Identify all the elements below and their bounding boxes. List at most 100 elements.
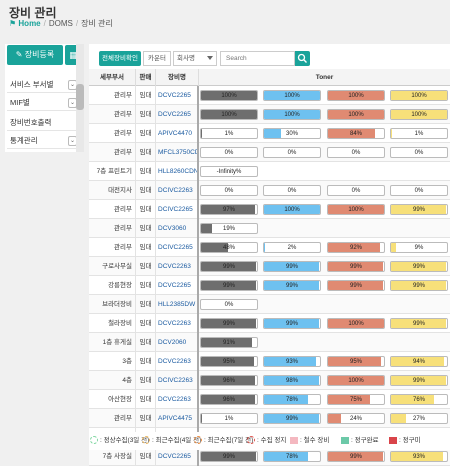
model-link[interactable]: DCVC2263 bbox=[156, 257, 199, 276]
col-model[interactable]: 장비명 bbox=[156, 69, 199, 86]
col-toner[interactable]: Toner bbox=[315, 74, 334, 81]
legend-item: : 최근수집(4일 전) bbox=[142, 432, 201, 450]
toner-fill bbox=[201, 205, 256, 214]
sidebar-item-service-dept[interactable]: 서비스 부서별 ⌄ bbox=[7, 77, 78, 93]
toner-value: 99% bbox=[285, 416, 298, 422]
toner-value: 1% bbox=[224, 416, 234, 422]
sidebar-item-statistics[interactable]: 통계관리 ⌄ bbox=[7, 133, 78, 149]
legend-swatch bbox=[389, 436, 397, 444]
toner-fill bbox=[328, 376, 384, 385]
toner-bar-magenta: 99% bbox=[327, 280, 385, 291]
model-link[interactable]: HLL2385DW bbox=[156, 295, 199, 314]
table-row[interactable]: 대전지사 임대 DCIVC2263 0% 0% 0% 0% bbox=[89, 181, 450, 200]
breadcrumb-home[interactable]: ⚑ Home bbox=[9, 19, 41, 28]
toner-fill bbox=[391, 376, 447, 385]
model-link[interactable]: DCVC2265 bbox=[156, 105, 199, 124]
model-link[interactable]: MFCL3750CDW bbox=[156, 143, 199, 162]
toner-value: 99% bbox=[412, 283, 425, 289]
rent-cell: 임대 bbox=[136, 219, 156, 238]
table-row[interactable]: 관리부임대MFCL3750CDW 0% 0% 0% 0% bbox=[89, 143, 450, 162]
table-row[interactable]: 구로사무실 임대 DCVC2263 99% 99% 99% 99% bbox=[89, 257, 450, 276]
toner-fill bbox=[201, 338, 252, 347]
toner-bar-cyan: 78% bbox=[263, 394, 321, 405]
register-equipment-button[interactable]: ✎ 장비등록 bbox=[7, 45, 63, 65]
toner-value: 100% bbox=[348, 207, 364, 213]
sidebar-item-mif[interactable]: MIF별 ⌄ bbox=[7, 95, 78, 111]
table-row[interactable]: 관리부 임대 DCV3060 19% bbox=[89, 219, 450, 238]
toner-value: 76% bbox=[412, 397, 425, 403]
model-link[interactable]: DCVC2263 bbox=[156, 352, 199, 371]
toner-bar-cyan: 100% bbox=[263, 109, 321, 120]
toner-bar-cyan: 99% bbox=[263, 280, 321, 291]
table-row[interactable]: 관리부 임대 DCIVC2265 97% 100% 100% 99% bbox=[89, 200, 450, 219]
table-row[interactable]: 3층 임대 DCVC2263 95% 93% 95% 94% bbox=[89, 352, 450, 371]
table-row[interactable]: 관리부 임대 APIVC4475 1% 99% 24% 27% bbox=[89, 409, 450, 428]
model-link[interactable]: DCVC2263 bbox=[156, 390, 199, 409]
toner-value: 91% bbox=[222, 340, 235, 346]
sidebar: ✎ 장비등록 ▦ 서비스 부서별 ⌄ MIF별 ⌄ 장비번호출력 통계관리 ⌄ bbox=[5, 44, 84, 152]
model-link[interactable]: HLL8260CDN bbox=[156, 162, 199, 181]
toner-value: 93% bbox=[285, 359, 298, 365]
table-row[interactable]: 관리부 임대 DCVC2265 100% 100% 100% 100% bbox=[89, 86, 450, 105]
model-link[interactable]: DCIVC2263 bbox=[156, 371, 199, 390]
toner-value: 99% bbox=[222, 321, 235, 327]
search-input[interactable] bbox=[220, 51, 295, 66]
legend-label: : 정구완료 bbox=[351, 437, 379, 444]
legend-swatch bbox=[194, 436, 202, 445]
model-link[interactable]: DCIVC2263 bbox=[156, 181, 199, 200]
toner-bar-black: -Infinity% bbox=[200, 166, 258, 177]
table-row[interactable]: 관리부 임대 DCIVC2265 48% 2% 92% 9% bbox=[89, 238, 450, 257]
toner-bar-yellow: 0% bbox=[390, 185, 448, 196]
toner-value: 92% bbox=[349, 245, 362, 251]
model-link[interactable]: DCVC2265 bbox=[156, 86, 199, 105]
col-dept[interactable]: 세부부서 bbox=[89, 69, 136, 86]
model-link[interactable]: DCVC2263 bbox=[156, 314, 199, 333]
table-row[interactable]: 아산현장 임대 DCVC2263 96% 78% 75% 76% bbox=[89, 390, 450, 409]
breadcrumb-doms[interactable]: DOMS bbox=[48, 19, 73, 28]
toner-bar-black: 100% bbox=[200, 90, 258, 101]
page-title: 장비 관리 bbox=[9, 6, 57, 20]
toner-fill bbox=[201, 395, 255, 404]
table-row[interactable]: 7층 프린트기 임대 HLL8260CDN -Infinity% bbox=[89, 162, 450, 181]
toner-bar-magenta: 100% bbox=[327, 204, 385, 215]
col-rent[interactable]: 판매 bbox=[136, 69, 156, 86]
toner-value: 99% bbox=[412, 378, 425, 384]
sidebar-item-print-number[interactable]: 장비번호출력 bbox=[7, 115, 78, 131]
rent-cell: 임대 bbox=[136, 314, 156, 333]
table-row[interactable]: 4층 임대 DCIVC2263 96% 98% 100% 99% bbox=[89, 371, 450, 390]
toner-fill bbox=[201, 281, 257, 290]
toner-bar-yellow: 99% bbox=[390, 375, 448, 386]
table-row[interactable]: 1층 휴게실 임대 DCV2060 91% bbox=[89, 333, 450, 352]
toner-value: 99% bbox=[349, 264, 362, 270]
table-row[interactable]: 철라장비 임대 DCVC2263 99% 99% 100% 99% bbox=[89, 314, 450, 333]
toner-bar-black: 99% bbox=[200, 451, 258, 462]
model-link[interactable]: DCIVC2265 bbox=[156, 238, 199, 257]
sidebar-scrollbar[interactable] bbox=[76, 44, 84, 152]
table-row[interactable]: 관리부 임대 DCVC2265 100% 100% 100% 100% bbox=[89, 105, 450, 124]
toner-fill bbox=[328, 129, 376, 138]
toner-value: 99% bbox=[412, 207, 425, 213]
company-select[interactable]: 회사명 bbox=[173, 51, 217, 66]
toner-bar-magenta: 100% bbox=[327, 109, 385, 120]
scrollbar-thumb[interactable] bbox=[76, 84, 84, 110]
toner-bar-magenta: 75% bbox=[327, 394, 385, 405]
search-icon bbox=[297, 53, 307, 63]
counter-button[interactable]: 카운터 bbox=[143, 51, 171, 66]
model-link[interactable]: DCV3060 bbox=[156, 219, 199, 238]
toner-fill bbox=[264, 243, 266, 252]
table-row[interactable]: 브라더장비 임대 HLL2385DW 0% bbox=[89, 295, 450, 314]
toner-bar-black: 19% bbox=[200, 223, 258, 234]
model-link[interactable]: APIVC4475 bbox=[156, 409, 199, 428]
search-button[interactable] bbox=[295, 51, 310, 66]
toner-bar-black: 91% bbox=[200, 337, 258, 348]
all-equipment-button[interactable]: 전체장비확인 bbox=[99, 51, 141, 66]
model-link[interactable]: DCVC2265 bbox=[156, 276, 199, 295]
toner-fill bbox=[391, 414, 407, 423]
table-row[interactable]: 강릉현장 임대 DCVC2265 99% 99% 99% 99% bbox=[89, 276, 450, 295]
toner-value: 30% bbox=[285, 131, 298, 137]
model-link[interactable]: DCIVC2265 bbox=[156, 200, 199, 219]
model-link[interactable]: DCV2060 bbox=[156, 333, 199, 352]
model-link[interactable]: APIVC4470 bbox=[156, 124, 199, 143]
rent-cell: 임대 bbox=[136, 371, 156, 390]
table-row[interactable]: 관리부 임대 APIVC4470 1% 30% 84% 1% bbox=[89, 124, 450, 143]
